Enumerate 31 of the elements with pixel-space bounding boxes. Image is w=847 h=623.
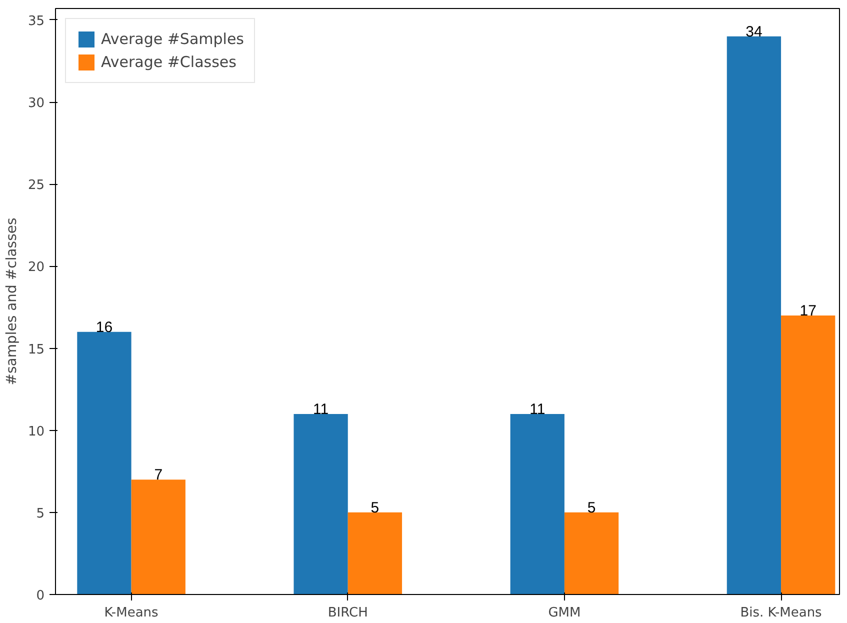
y-tick-label: 15 (28, 342, 45, 358)
y-tick-label: 35 (28, 14, 45, 29)
x-tick-label: K-Means (104, 606, 159, 620)
bar (348, 512, 402, 594)
y-tick-label: 30 (28, 96, 45, 112)
data-label: 5 (370, 499, 380, 516)
data-label: 11 (530, 400, 546, 418)
y-tick-label: 10 (28, 424, 45, 440)
legend-label: Average #Samples (101, 30, 244, 48)
data-label: 34 (746, 23, 762, 40)
data-label: 16 (96, 318, 113, 336)
bar (510, 414, 564, 594)
x-tick-label: GMM (548, 606, 581, 620)
data-label: 7 (154, 466, 163, 484)
data-label: 11 (313, 400, 329, 418)
y-tick-label: 25 (28, 178, 45, 194)
y-axis-title: #samples and #classes (4, 218, 20, 386)
bar (131, 480, 186, 594)
y-tick-label: 0 (36, 588, 45, 604)
data-label: 17 (800, 302, 816, 320)
y-tick-label: 20 (28, 260, 45, 276)
bar (726, 36, 782, 594)
x-tick-label: BIRCH (328, 606, 368, 620)
y-tick-label: 5 (36, 506, 45, 522)
legend-label: Average #Classes (101, 53, 236, 71)
bar (294, 414, 348, 594)
bar (77, 332, 132, 594)
bar (781, 315, 836, 594)
x-tick-label: Bis. K-Means (740, 606, 822, 620)
data-label: 5 (587, 499, 596, 516)
bar (564, 512, 619, 594)
